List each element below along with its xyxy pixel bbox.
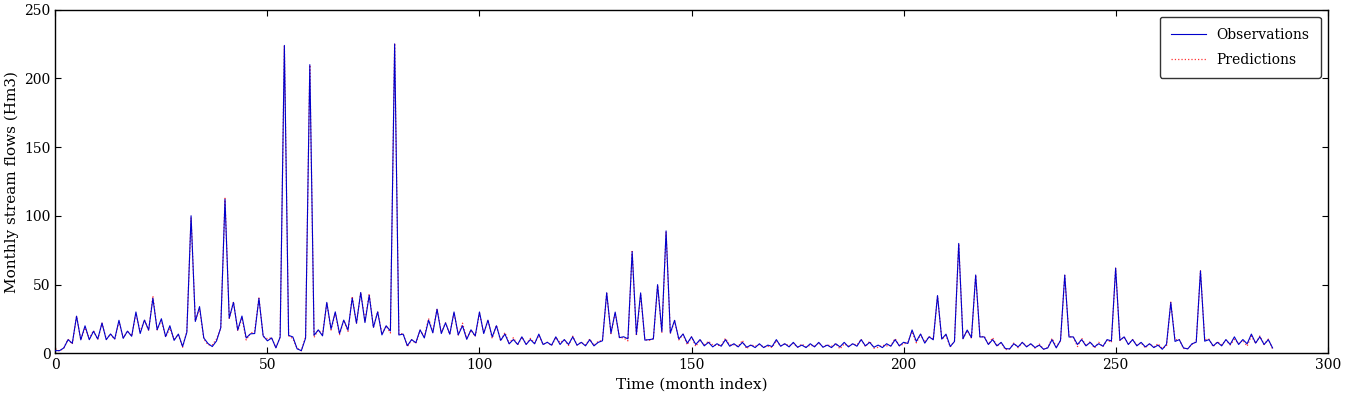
Predictions [1264,347,1280,352]
Y-axis label: Monthly stream flows (Hm3): Monthly stream flows (Hm3) [4,70,19,293]
Predictions [1077,343,1093,348]
Line: Predictions: Predictions [55,43,1272,351]
Observations [153,316,169,321]
Legend: Observations, Predictions: Observations, Predictions [1159,17,1321,78]
Observations [386,42,402,46]
Predictions [386,41,402,46]
Observations [1264,346,1280,350]
X-axis label: Time (month index): Time (month index) [616,378,768,392]
Predictions [1099,337,1115,342]
Observations [47,348,63,353]
Predictions [47,346,63,351]
Line: Observations: Observations [55,44,1272,351]
Predictions [157,335,174,339]
Predictions [1167,337,1184,342]
Predictions [1128,343,1145,347]
Observations [1124,337,1141,342]
Predictions [671,337,687,342]
Observations [1073,337,1089,342]
Observations [1162,300,1178,305]
Observations [1095,344,1111,348]
Predictions [51,349,67,354]
Observations [667,318,683,323]
